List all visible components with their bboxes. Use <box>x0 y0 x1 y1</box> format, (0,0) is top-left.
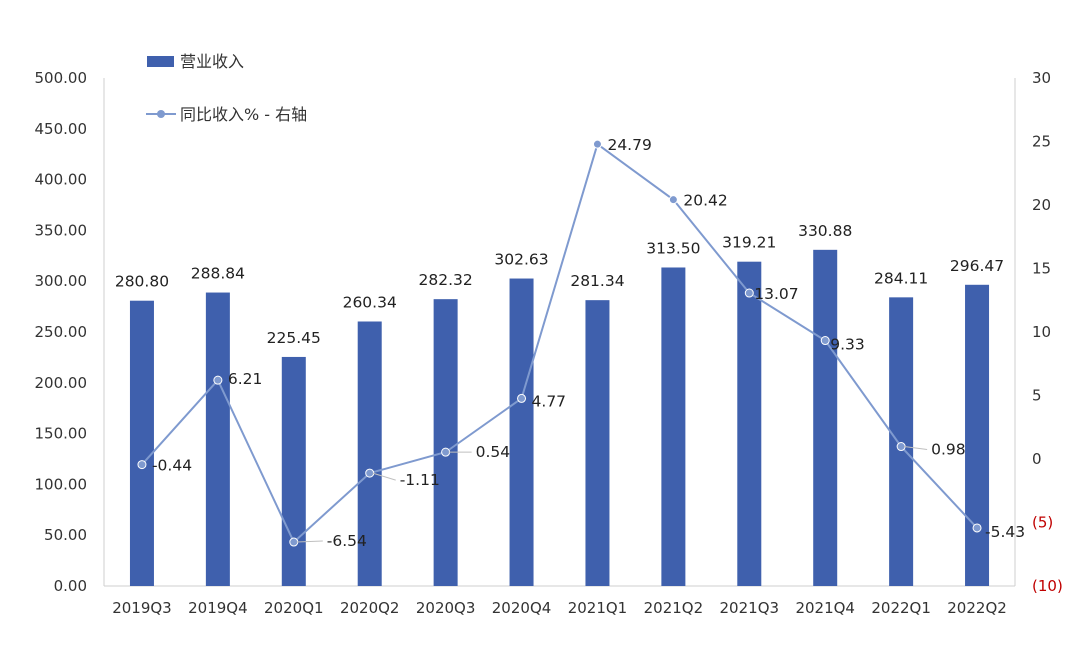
legend-line-marker <box>157 110 165 118</box>
legend: 营业收入 同比收入% - 右轴 <box>146 52 307 124</box>
revenue-bar <box>889 297 914 586</box>
revenue-bar <box>129 300 154 586</box>
right-axis-ticks: (10) (5) 0 5 10 15 20 25 30 <box>1032 69 1063 595</box>
x-tick-label: 2019Q3 <box>112 599 172 617</box>
revenue-bar-value-label: 313.50 <box>646 239 700 257</box>
revenue-bar-value-label: 225.45 <box>267 329 321 347</box>
revenue-bar <box>205 292 230 586</box>
revenue-bar <box>737 261 762 586</box>
right-tick-label: 15 <box>1032 260 1051 278</box>
revenue-bar <box>585 300 610 586</box>
right-tick-label: 5 <box>1032 387 1042 405</box>
yoy-point <box>441 447 451 457</box>
x-tick-label: 2021Q1 <box>568 599 628 617</box>
revenue-bar-value-label: 260.34 <box>343 293 397 311</box>
right-tick-label: 20 <box>1032 196 1051 214</box>
revenue-bar <box>661 267 686 586</box>
right-tick-label: 10 <box>1032 323 1051 341</box>
revenue-bars <box>129 249 990 586</box>
revenue-bar-value-label: 280.80 <box>115 273 169 291</box>
yoy-point <box>744 288 754 298</box>
axes-layer <box>103 78 1016 587</box>
left-tick-label: 150.00 <box>35 425 88 443</box>
x-tick-label: 2021Q4 <box>795 599 855 617</box>
yoy-value-label: 6.21 <box>228 370 263 388</box>
yoy-point <box>972 523 982 533</box>
revenue-bar <box>433 299 458 586</box>
right-tick-label: 0 <box>1032 450 1042 468</box>
yoy-point <box>137 460 147 470</box>
yoy-point <box>896 442 906 452</box>
revenue-bar-value-label: 330.88 <box>798 222 852 240</box>
right-tick-label: (10) <box>1032 577 1063 595</box>
revenue-bar <box>813 249 838 586</box>
yoy-label-leader <box>296 540 323 543</box>
left-tick-label: 200.00 <box>35 374 88 392</box>
left-tick-label: 100.00 <box>35 475 88 493</box>
left-tick-label: 350.00 <box>35 221 88 239</box>
left-tick-label: 400.00 <box>35 171 88 189</box>
yoy-point <box>365 468 375 478</box>
yoy-value-label: -6.54 <box>327 532 367 550</box>
yoy-point <box>289 537 299 547</box>
x-tick-label: 2019Q4 <box>188 599 248 617</box>
left-tick-label: 500.00 <box>35 69 88 87</box>
revenue-bar-value-label: 284.11 <box>874 269 928 287</box>
revenue-bar-value-label: 288.84 <box>191 265 245 283</box>
yoy-value-label: 9.33 <box>830 336 865 354</box>
revenue-bar-value-label: 319.21 <box>722 234 776 252</box>
x-tick-label: 2020Q2 <box>340 599 400 617</box>
yoy-value-label: 4.77 <box>532 392 567 410</box>
revenue-bar <box>965 284 990 586</box>
yoy-line <box>141 142 978 544</box>
x-axis-ticks: 2019Q3 2019Q4 2020Q1 2020Q2 2020Q3 2020Q4 2021… <box>112 599 1007 617</box>
legend-bar-label: 营业收入 <box>180 52 244 71</box>
left-axis-ticks: 0.00 50.00 100.00 150.00 200.00 250.00 300.00 3… <box>35 69 88 595</box>
revenue-bar <box>509 278 534 586</box>
revenue-bar-labels: 280.80 288.84 225.45 260.34 282.32 302.63 281.… <box>115 222 1004 347</box>
left-tick-label: 0.00 <box>54 577 87 595</box>
x-tick-label: 2021Q2 <box>644 599 704 617</box>
x-tick-label: 2020Q1 <box>264 599 324 617</box>
revenue-bar-value-label: 296.47 <box>950 257 1004 275</box>
yoy-point <box>213 375 223 385</box>
revenue-bar-value-label: 281.34 <box>570 272 624 290</box>
yoy-value-label: 24.79 <box>607 136 651 154</box>
x-tick-label: 2020Q3 <box>416 599 476 617</box>
yoy-value-label: -1.11 <box>400 471 440 489</box>
right-tick-label: 25 <box>1032 133 1051 151</box>
x-tick-label: 2022Q1 <box>871 599 931 617</box>
yoy-point <box>517 393 527 403</box>
yoy-label-leader <box>904 446 928 451</box>
right-tick-label: 30 <box>1032 69 1051 87</box>
revenue-bar <box>357 321 382 586</box>
legend-line-label: 同比收入% - 右轴 <box>180 105 307 124</box>
yoy-value-label: 0.54 <box>476 443 511 461</box>
yoy-point <box>820 336 830 346</box>
left-tick-label: 450.00 <box>35 120 88 138</box>
left-tick-label: 50.00 <box>44 526 87 544</box>
x-tick-label: 2021Q3 <box>720 599 780 617</box>
yoy-line-labels: -0.44 6.21 -6.54 -1.11 0.54 4.77 24.79 20.42 13.… <box>152 136 1025 550</box>
x-tick-label: 2020Q4 <box>492 599 552 617</box>
right-tick-label: (5) <box>1032 514 1053 532</box>
left-tick-label: 250.00 <box>35 323 88 341</box>
legend-bar-swatch <box>147 56 174 67</box>
revenue-bar-value-label: 302.63 <box>494 251 548 269</box>
revenue-bar <box>281 356 306 586</box>
x-tick-label: 2022Q2 <box>947 599 1007 617</box>
yoy-point <box>668 195 678 205</box>
left-tick-label: 300.00 <box>35 272 88 290</box>
yoy-value-label: 20.42 <box>683 192 727 210</box>
yoy-value-label: 0.98 <box>931 441 966 459</box>
yoy-label-leader <box>372 472 396 481</box>
yoy-line-layer <box>137 139 982 547</box>
yoy-value-label: -0.44 <box>152 457 192 475</box>
yoy-point <box>592 139 602 149</box>
yoy-value-label: -5.43 <box>985 523 1025 541</box>
yoy-value-label: 13.07 <box>754 285 798 303</box>
revenue-bar-value-label: 282.32 <box>419 271 473 289</box>
